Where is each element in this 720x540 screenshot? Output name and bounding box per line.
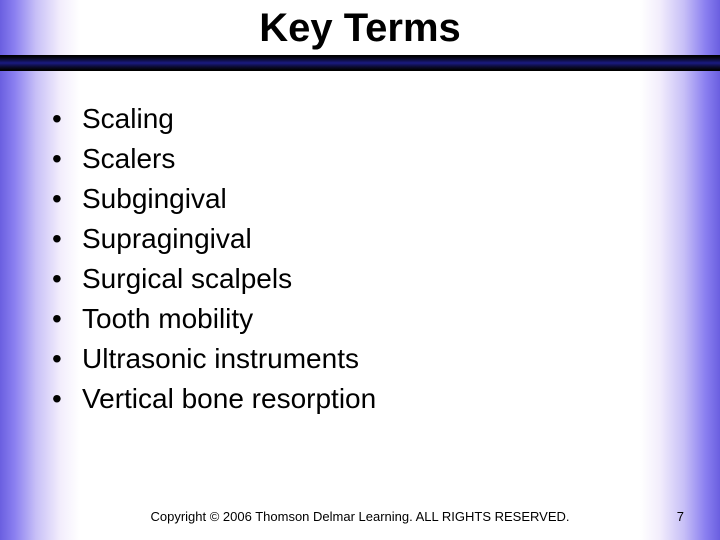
list-item: • Tooth mobility <box>48 299 680 339</box>
title-rule <box>0 55 720 71</box>
title-area: Key Terms <box>0 0 720 55</box>
list-item: • Ultrasonic instruments <box>48 339 680 379</box>
bullet-icon: • <box>52 99 62 139</box>
list-item: • Surgical scalpels <box>48 259 680 299</box>
list-item: • Subgingival <box>48 179 680 219</box>
bullet-icon: • <box>52 299 62 339</box>
bullet-icon: • <box>52 339 62 379</box>
slide: Key Terms • Scaling • Scalers • Subgingi… <box>0 0 720 540</box>
content-area: • Scaling • Scalers • Subgingival • Supr… <box>0 71 720 419</box>
bullet-icon: • <box>52 379 62 419</box>
term-label: Vertical bone resorption <box>82 383 376 414</box>
list-item: • Supragingival <box>48 219 680 259</box>
page-number: 7 <box>677 509 684 524</box>
page-title: Key Terms <box>0 6 720 55</box>
bullet-icon: • <box>52 139 62 179</box>
footer: Copyright © 2006 Thomson Delmar Learning… <box>0 509 720 524</box>
term-label: Tooth mobility <box>82 303 253 334</box>
list-item: • Scaling <box>48 99 680 139</box>
term-label: Scalers <box>82 143 175 174</box>
list-item: • Scalers <box>48 139 680 179</box>
term-label: Surgical scalpels <box>82 263 292 294</box>
bullet-icon: • <box>52 259 62 299</box>
copyright-text: Copyright © 2006 Thomson Delmar Learning… <box>0 509 720 524</box>
list-item: • Vertical bone resorption <box>48 379 680 419</box>
bullet-icon: • <box>52 179 62 219</box>
term-label: Subgingival <box>82 183 227 214</box>
term-label: Ultrasonic instruments <box>82 343 359 374</box>
term-label: Supragingival <box>82 223 252 254</box>
bullet-icon: • <box>52 219 62 259</box>
term-list: • Scaling • Scalers • Subgingival • Supr… <box>48 99 680 419</box>
term-label: Scaling <box>82 103 174 134</box>
